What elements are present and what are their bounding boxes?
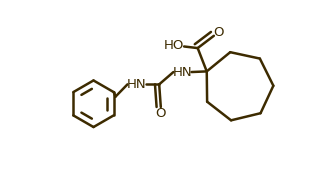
Text: HN: HN	[127, 78, 146, 91]
Text: O: O	[213, 26, 223, 39]
Text: HN: HN	[173, 66, 192, 79]
Text: O: O	[155, 107, 166, 120]
Text: HO: HO	[164, 39, 185, 52]
